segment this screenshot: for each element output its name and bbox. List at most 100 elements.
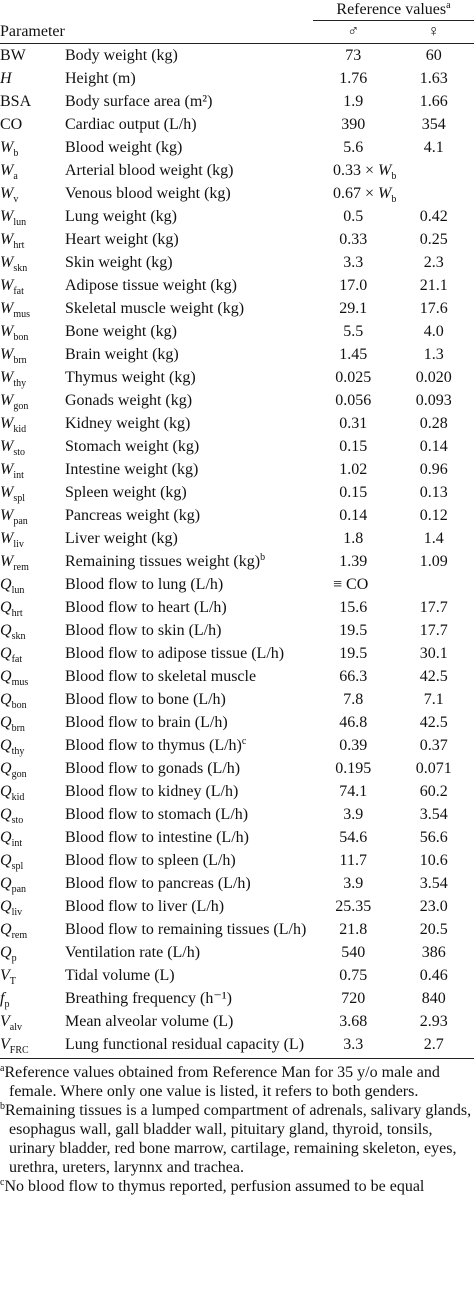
description-cell: Lung weight (kg) <box>65 205 313 228</box>
subscript: mus <box>11 677 29 688</box>
symbol-cell: Wa <box>0 159 65 182</box>
description-cell: Spleen weight (kg) <box>65 481 313 504</box>
male-value-cell: 19.5 <box>313 642 394 665</box>
description: Skin weight (kg) <box>65 254 173 271</box>
parameter-header: Parameter <box>0 20 313 44</box>
male-value: 74.1 <box>339 783 368 800</box>
symbol: W <box>0 254 14 271</box>
table-row: VT Tidal volume (L) 0.75 0.46 <box>0 964 474 987</box>
male-value: 390 <box>341 116 366 133</box>
description-cell: Blood flow to remaining tissues (L/h) <box>65 918 313 941</box>
female-value-cell: 23.0 <box>394 895 474 918</box>
table-row: Wspl Spleen weight (kg) 0.15 0.13 <box>0 481 474 504</box>
description: Ventilation rate (L/h) <box>65 944 201 961</box>
symbol: W <box>0 208 14 225</box>
male-symbol: ♂ <box>347 23 360 40</box>
symbol-cell: Qp <box>0 941 65 964</box>
description: Blood flow to adipose tissue (L/h) <box>65 645 285 662</box>
table-row: Wa Arterial blood weight (kg) 0.33 × Wb <box>0 159 474 182</box>
description-cell: Blood flow to lung (L/h) <box>65 573 313 596</box>
footnote-mark: c <box>0 1177 5 1188</box>
male-value-cell: 7.8 <box>313 688 394 711</box>
subscript: bon <box>13 332 29 343</box>
description-cell: Skeletal muscle weight (kg) <box>65 297 313 320</box>
table-row: Wpan Pancreas weight (kg) 0.14 0.12 <box>0 504 474 527</box>
description-cell: Ventilation rate (L/h) <box>65 941 313 964</box>
reference-values: Reference values <box>336 1 447 18</box>
description: Intestine weight (kg) <box>65 461 199 478</box>
symbol-cell: Wmus <box>0 297 65 320</box>
female-value-cell: 3.54 <box>394 872 474 895</box>
table-row: H Height (m) 1.76 1.63 <box>0 67 474 90</box>
male-value-cell: 5.6 <box>313 136 394 159</box>
female-value: 2.7 <box>423 1036 444 1053</box>
male-value-cell: 54.6 <box>313 826 394 849</box>
female-value-cell: 21.1 <box>394 274 474 297</box>
symbol: W <box>0 553 14 570</box>
female-value-cell: 10.6 <box>394 849 474 872</box>
male-value-cell: 1.39 <box>313 550 394 573</box>
table-row: VFRC Lung functional residual capacity (L… <box>0 1033 474 1059</box>
description: Height (m) <box>65 70 136 87</box>
description: Blood flow to heart (L/h) <box>65 599 227 616</box>
male-value: 0.31 <box>339 415 368 432</box>
subscript: T <box>9 976 16 987</box>
female-value-cell: 0.37 <box>394 734 474 757</box>
subscript: liv <box>11 907 23 918</box>
subscript: alv <box>9 1022 22 1033</box>
description: Liver weight (kg) <box>65 530 178 547</box>
description-cell: Blood flow to gonads (L/h) <box>65 757 313 780</box>
female-value-cell: 0.13 <box>394 481 474 504</box>
symbol-cell: Qliv <box>0 895 65 918</box>
female-value-cell: 386 <box>394 941 474 964</box>
description-cell: Bone weight (kg) <box>65 320 313 343</box>
male-value: 0.15 <box>339 438 368 455</box>
symbol-cell: Qlun <box>0 573 65 596</box>
symbol-cell: Qspl <box>0 849 65 872</box>
female-value: 42.5 <box>419 668 448 685</box>
male-value-cell: 1.8 <box>313 527 394 550</box>
female-value-cell: 840 <box>394 987 474 1010</box>
subscript: b <box>391 194 397 205</box>
symbol: Q <box>0 898 12 915</box>
subscript: hrt <box>11 608 23 619</box>
symbol: Q <box>0 576 12 593</box>
description-cell: Arterial blood weight (kg) <box>65 159 313 182</box>
description-cell: Intestine weight (kg) <box>65 458 313 481</box>
symbol: W <box>0 530 14 547</box>
symbol-cell: Qbrn <box>0 711 65 734</box>
male-value-cell: 25.35 <box>313 895 394 918</box>
female-value: 0.12 <box>419 507 448 524</box>
female-value-cell: 42.5 <box>394 665 474 688</box>
symbol: Q <box>0 944 12 961</box>
header-row: Parameter ♂ ♀ <box>0 20 474 44</box>
symbol-cell: Qkid <box>0 780 65 803</box>
description-cell: Blood flow to brain (L/h) <box>65 711 313 734</box>
male-value-cell: 0.39 <box>313 734 394 757</box>
female-value: 21.1 <box>419 277 448 294</box>
footnote-text: Reference values obtained from Reference… <box>4 1064 440 1100</box>
male-value: 3.68 <box>339 1013 368 1030</box>
female-value: 1.3 <box>423 346 444 363</box>
female-value-cell: 3.54 <box>394 803 474 826</box>
symbol: W <box>0 162 14 179</box>
footnotes: aReference values obtained from Referenc… <box>0 1059 474 1196</box>
subscript: b <box>391 171 397 182</box>
description: Kidney weight (kg) <box>65 415 191 432</box>
female-value: 3.54 <box>419 875 448 892</box>
symbol: Q <box>0 737 12 754</box>
male-value-cell: 390 <box>313 113 394 136</box>
female-value-cell: 4.0 <box>394 320 474 343</box>
male-value-cell: 3.3 <box>313 251 394 274</box>
description: Bone weight (kg) <box>65 323 177 340</box>
symbol: W <box>0 507 14 524</box>
male-value-cell: 0.5 <box>313 205 394 228</box>
subscript: kid <box>13 424 27 435</box>
male-value-cell: 540 <box>313 941 394 964</box>
description: Pancreas weight (kg) <box>65 507 201 524</box>
female-value: 0.093 <box>415 392 452 409</box>
symbol: Q <box>0 668 12 685</box>
male-value: 0.14 <box>339 507 368 524</box>
table-row: Wliv Liver weight (kg) 1.8 1.4 <box>0 527 474 550</box>
male-value: 0.75 <box>339 967 368 984</box>
